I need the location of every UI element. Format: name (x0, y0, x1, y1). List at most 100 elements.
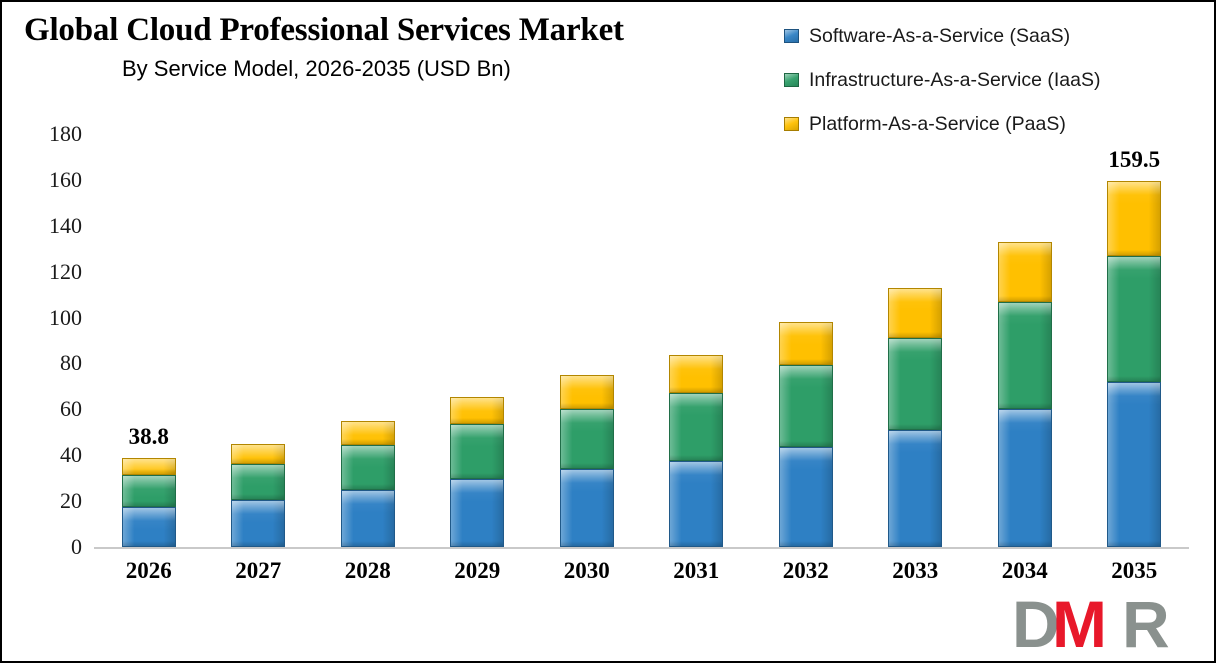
y-axis-tick-label: 180 (49, 121, 82, 146)
y-axis-tick-label: 40 (60, 442, 82, 468)
bar-segment-gloss (560, 470, 613, 546)
bar-segment[interactable] (559, 374, 614, 410)
bar-segment-shadow (889, 332, 942, 338)
bar-segment-shadow (998, 403, 1051, 409)
bar-segment[interactable] (559, 409, 614, 469)
bar-group[interactable] (888, 287, 943, 547)
bar-segment[interactable] (1107, 181, 1162, 256)
bar-segment-shadow (560, 403, 613, 409)
bar-value-label: 38.8 (128, 423, 169, 449)
x-axis-tick-label: 2029 (454, 558, 501, 583)
legend-swatch-saas (784, 29, 799, 43)
x-axis-tick-label: 2034 (1001, 558, 1048, 583)
bar-segment-gloss (1108, 382, 1161, 546)
bar-segment-shadow (122, 541, 175, 546)
bar-group[interactable] (997, 241, 1052, 547)
legend-item-label: Platform-As-a-Service (PaaS) (809, 112, 1066, 135)
bar-segment-gloss (560, 410, 613, 468)
bar-segment[interactable] (340, 489, 395, 547)
bar-value-label: 159.5 (1108, 147, 1161, 173)
bar-segment[interactable] (1107, 381, 1162, 547)
bar-group[interactable] (669, 355, 724, 547)
bar-segment-shadow (451, 541, 504, 546)
bar-segment[interactable] (778, 364, 833, 448)
bar-segment-shadow (451, 418, 504, 424)
bar-group[interactable] (450, 396, 505, 547)
bar-segment-shadow (341, 541, 394, 546)
bar-segment[interactable] (997, 409, 1052, 547)
y-axis-tick-label: 160 (49, 166, 82, 192)
svg-text:M: M (1052, 593, 1107, 655)
bar-segment-gloss (122, 459, 175, 474)
bar-segment[interactable] (997, 301, 1052, 410)
bar-segment[interactable] (231, 464, 286, 500)
bar-segment-gloss (451, 397, 504, 424)
bar-group[interactable] (231, 443, 286, 547)
dmr-logo: D R M (1012, 593, 1170, 655)
bar-segment[interactable] (231, 443, 286, 465)
legend-item-label: Infrastructure-As-a-Service (IaaS) (809, 68, 1101, 91)
bar-segment-shadow (998, 541, 1051, 546)
bar-segment-gloss (670, 461, 723, 546)
bar-segment-gloss (560, 375, 613, 409)
bar-segment[interactable] (997, 241, 1052, 302)
x-axis-tick-label: 2027 (235, 558, 282, 583)
bar-segment[interactable] (1107, 255, 1162, 382)
bar-segment-gloss (122, 507, 175, 546)
bar-segment[interactable] (340, 420, 395, 445)
bar-segment-gloss (889, 430, 942, 546)
bar-segment[interactable] (231, 499, 286, 547)
y-axis-tick-label: 100 (49, 304, 82, 330)
bar-segment-shadow (889, 423, 942, 429)
bar-segment[interactable] (888, 429, 943, 547)
bar-group[interactable] (559, 374, 614, 547)
bar-segment-shadow (232, 493, 285, 499)
bar-segment-shadow (670, 387, 723, 393)
x-axis-tick-labels: 2026 2027 2028 2029 2030 2031 2032 2033 2034 2035 (94, 558, 1189, 594)
bar-segment-gloss (998, 242, 1051, 301)
bar-group[interactable]: 159.5 (1107, 147, 1162, 547)
legend-item[interactable]: Infrastructure-As-a-Service (IaaS) (784, 58, 1204, 102)
bar-segment[interactable] (450, 396, 505, 425)
plot-area: 38.8 159.5 (94, 134, 1189, 549)
y-axis-tick-label: 60 (60, 396, 82, 422)
svg-text:D: D (1012, 593, 1060, 655)
legend-item-label: Software-As-a-Service (SaaS) (809, 24, 1071, 47)
bar-segment[interactable] (450, 424, 505, 480)
bar-segment[interactable] (450, 479, 505, 547)
bar-segment-shadow (1108, 375, 1161, 381)
chart-legend: Software-As-a-Service (SaaS) Infrastructu… (784, 14, 1204, 146)
bar-segment[interactable] (669, 393, 724, 461)
x-axis-tick-label: 2026 (125, 558, 172, 583)
legend-item[interactable]: Platform-As-a-Service (PaaS) (784, 102, 1204, 146)
bar-segment[interactable] (340, 444, 395, 490)
bar-segment-shadow (341, 483, 394, 489)
y-axis-tick-label: 80 (60, 350, 82, 376)
bar-segment-gloss (341, 490, 394, 546)
bar-segment-shadow (232, 541, 285, 546)
bar-segment-gloss (670, 356, 723, 393)
bar-group[interactable] (778, 322, 833, 547)
bar-segment[interactable] (121, 458, 176, 475)
bar-segment[interactable] (778, 322, 833, 365)
bar-group[interactable]: 38.8 (121, 424, 176, 547)
bar-segment-shadow (998, 295, 1051, 301)
bar-segment[interactable] (669, 355, 724, 394)
bar-segment-gloss (1108, 256, 1161, 381)
bar-segment[interactable] (888, 338, 943, 430)
bar-segment[interactable] (121, 506, 176, 547)
x-axis-tick-label: 2031 (673, 558, 720, 583)
bar-group[interactable] (340, 420, 395, 547)
bar-segment[interactable] (669, 460, 724, 547)
bar-segment-shadow (779, 441, 832, 447)
bar-segment-shadow (1108, 249, 1161, 255)
bar-segment-gloss (670, 394, 723, 460)
x-axis-tick-label: 2032 (782, 558, 829, 583)
bar-segment[interactable] (888, 287, 943, 339)
bar-segment[interactable] (778, 447, 833, 547)
bar-segment-shadow (889, 541, 942, 546)
legend-item[interactable]: Software-As-a-Service (SaaS) (784, 14, 1204, 58)
bar-segment[interactable] (559, 469, 614, 547)
bar-segment[interactable] (121, 474, 176, 507)
